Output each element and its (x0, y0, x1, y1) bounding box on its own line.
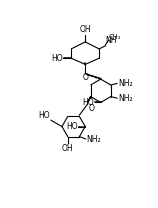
Text: HO: HO (82, 98, 94, 107)
Text: O: O (89, 104, 95, 113)
Text: CH₃: CH₃ (109, 34, 121, 40)
Text: NH₂: NH₂ (118, 94, 132, 103)
Text: NH₂: NH₂ (118, 79, 132, 88)
Text: NH: NH (105, 36, 117, 45)
Text: HO: HO (39, 110, 50, 120)
Text: NH₂: NH₂ (86, 135, 101, 144)
Text: HO: HO (66, 122, 77, 131)
Text: HO: HO (51, 54, 63, 63)
Text: OH: OH (79, 25, 91, 35)
Text: O: O (82, 73, 88, 82)
Text: OH: OH (62, 144, 74, 153)
